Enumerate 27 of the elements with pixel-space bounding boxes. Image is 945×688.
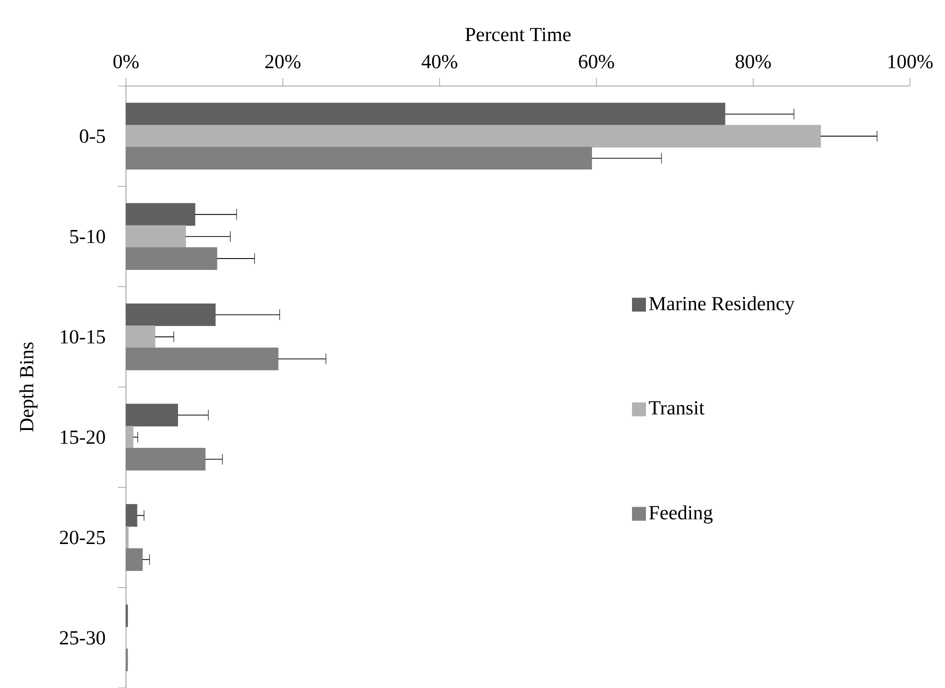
bar xyxy=(126,526,129,549)
legend-label: Transit xyxy=(648,401,704,415)
y-tick-label: 0-5 xyxy=(80,129,105,143)
x-tick-label: 0% xyxy=(113,54,139,68)
bar xyxy=(126,326,156,348)
x-tick-label: 20% xyxy=(265,54,300,68)
bar xyxy=(126,247,218,270)
y-tick-label: 15-20 xyxy=(60,430,105,444)
bar xyxy=(126,548,143,571)
x-tick-label: 40% xyxy=(422,54,458,68)
legend-label: Marine Residency xyxy=(649,296,795,314)
y-tick-label: 20-25 xyxy=(60,530,105,544)
x-tick-label: 80% xyxy=(736,54,771,68)
bar xyxy=(126,426,134,448)
legend-label: Feeding xyxy=(649,505,713,524)
bar xyxy=(126,124,821,148)
bar xyxy=(126,448,206,471)
x-tick-label: 100% xyxy=(888,54,933,68)
bar xyxy=(126,146,592,170)
y-axis-title: Depth Bins xyxy=(19,342,38,432)
y-tick-label: 10-15 xyxy=(60,330,105,344)
bar xyxy=(126,348,278,370)
bar xyxy=(126,225,186,248)
x-axis-title: Percent Time xyxy=(465,28,571,42)
y-tick-label: 5-10 xyxy=(70,230,105,244)
x-tick-label: 60% xyxy=(578,54,614,68)
y-tick-label: 25-30 xyxy=(60,631,105,645)
